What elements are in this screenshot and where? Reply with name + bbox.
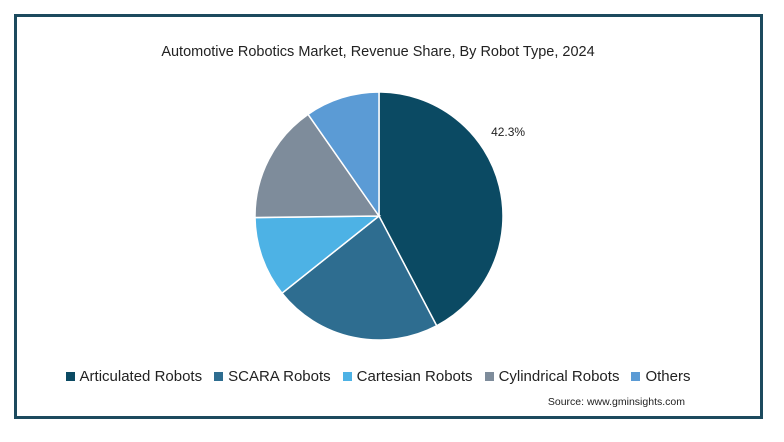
pie-slice-cartesian-robots (254, 215, 382, 295)
pie-slices (254, 91, 504, 341)
legend-item-cylindrical-robots: Cylindrical Robots (484, 368, 620, 385)
legend-label: Cartesian Robots (356, 368, 473, 385)
legend-item-articulated-robots: Articulated Robots (65, 368, 203, 385)
source-note: Source: www.gminsights.com (547, 396, 685, 408)
legend-swatch (214, 372, 224, 381)
legend-label: SCARA Robots (228, 368, 331, 385)
pie-slice-cylindrical-robots (254, 113, 381, 219)
legend-swatch (342, 372, 352, 381)
pie-slice-others (306, 91, 380, 219)
chart-legend: Articulated Robots SCARA Robots Cartesian … (0, 368, 756, 385)
pie-slice-articulated-robots (378, 91, 504, 327)
legend-swatch (65, 372, 75, 381)
legend-item-scara-robots: SCARA Robots (214, 368, 331, 385)
legend-swatch (631, 372, 641, 381)
legend-swatch (484, 372, 494, 381)
legend-label: Articulated Robots (79, 368, 203, 385)
slice-label: 42.3% (491, 125, 525, 139)
legend-label: Others (645, 368, 691, 385)
chart-title: Automotive Robotics Market, Revenue Shar… (161, 44, 595, 60)
legend-item-cartesian-robots: Cartesian Robots (342, 368, 473, 385)
legend-item-others: Others (631, 368, 690, 385)
pie-slice-scara-robots (280, 214, 438, 341)
pie-labels: 42.3% (491, 125, 525, 139)
legend-label: Cylindrical Robots (498, 368, 620, 385)
